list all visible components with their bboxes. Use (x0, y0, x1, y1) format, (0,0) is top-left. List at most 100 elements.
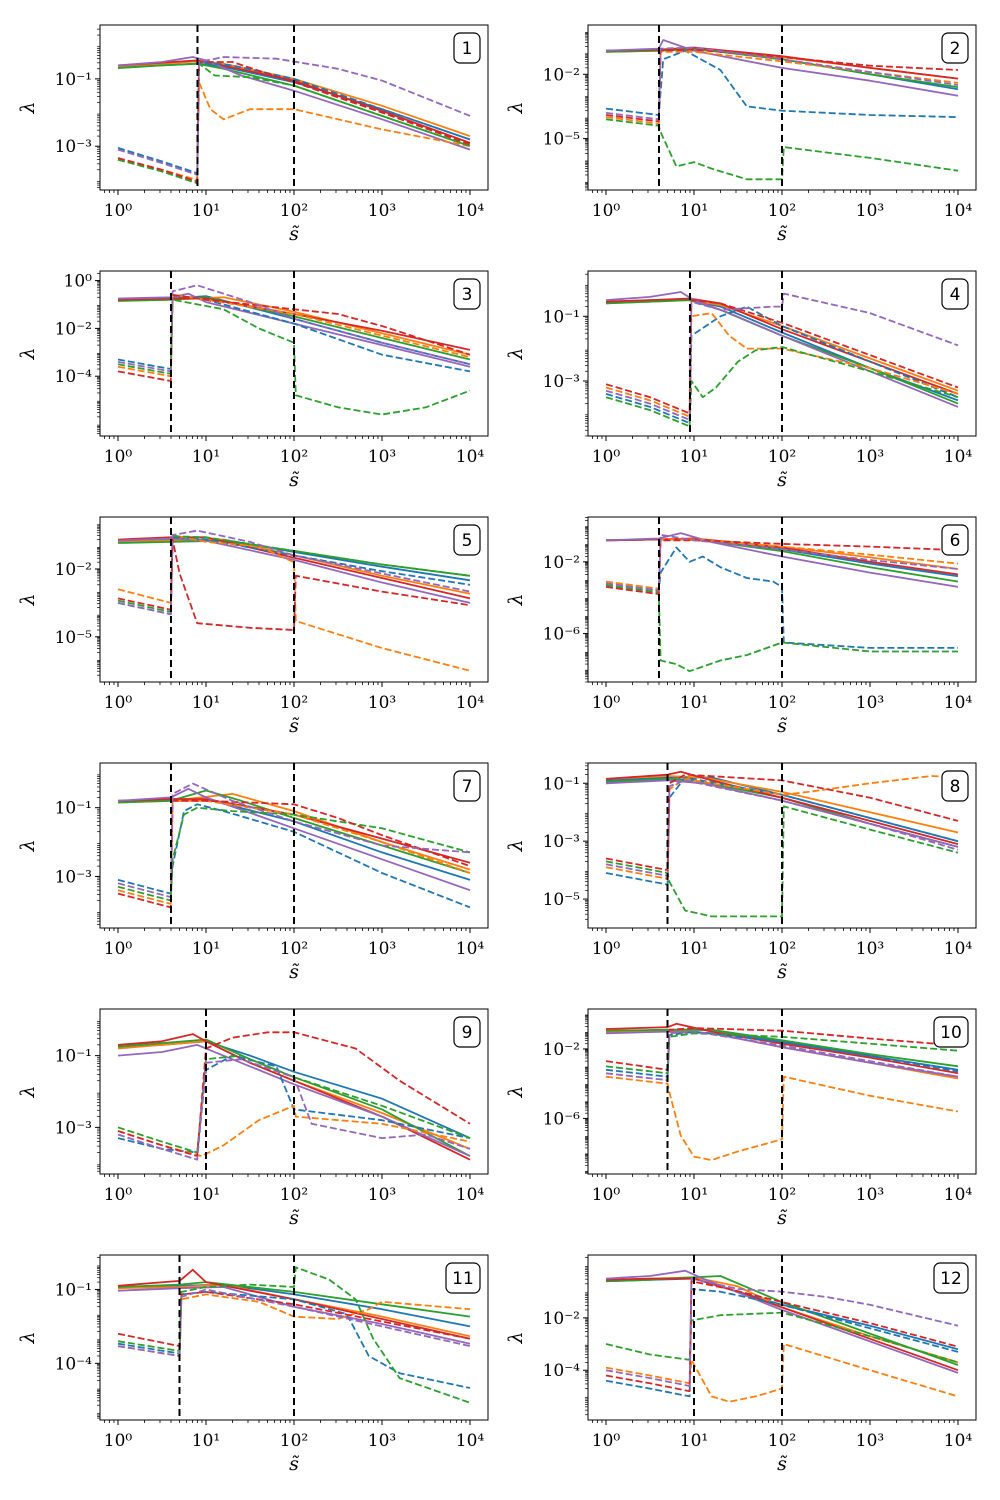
series-red-dashed-line (117, 294, 471, 382)
series-orange-dashed-line (117, 1104, 471, 1157)
x-tick-label: 10⁴ (456, 447, 485, 467)
x-axis-label: s̃ (289, 1453, 300, 1475)
x-axis-label: s̃ (777, 961, 788, 983)
x-tick-label: 10⁰ (592, 693, 621, 713)
panel-number-label: 7 (462, 777, 473, 797)
series-purple-solid-line (605, 1030, 959, 1078)
x-tick-label: 10¹ (192, 201, 220, 221)
x-axis-label: s̃ (289, 223, 300, 245)
series-orange-solid-line (605, 775, 959, 834)
x-axis-label: s̃ (777, 1207, 788, 1229)
y-tick-label: 10⁻¹ (543, 307, 580, 327)
series-purple-solid-line (605, 1269, 959, 1374)
series-green-dashed-line (117, 62, 471, 185)
x-tick-label: 10¹ (680, 1185, 708, 1205)
x-tick-label: 10² (280, 201, 308, 221)
x-tick-label: 10¹ (680, 939, 708, 959)
x-axis-label: s̃ (289, 1207, 300, 1229)
series-purple-dashed-line (117, 56, 471, 176)
series-orange-dashed-line (605, 312, 959, 418)
series-green-dashed-line (605, 1311, 959, 1364)
y-tick-label: 10⁻¹ (55, 1280, 92, 1300)
x-tick-label: 10⁰ (104, 201, 133, 221)
y-axis-label: λ (17, 1331, 39, 1344)
y-tick-label: 10⁻³ (55, 1118, 92, 1138)
series-blue-dashed-line (117, 61, 471, 175)
y-axis-label: λ (17, 101, 39, 114)
x-tick-label: 10⁴ (944, 447, 973, 467)
panel-number-label: 6 (950, 531, 961, 551)
y-tick-label: 10⁻¹ (55, 70, 92, 90)
y-axis-label: λ (17, 593, 39, 606)
x-axis-label: s̃ (289, 715, 300, 737)
x-axis-label: s̃ (289, 469, 300, 491)
x-tick-label: 10⁰ (104, 447, 133, 467)
x-tick-label: 10³ (368, 1431, 396, 1451)
x-tick-label: 10⁰ (592, 1185, 621, 1205)
y-axis-label: λ (17, 1085, 39, 1098)
x-tick-label: 10³ (368, 939, 396, 959)
y-tick-label: 10⁻² (543, 553, 580, 573)
series-purple-dashed-line (117, 284, 471, 373)
plot-area (605, 1269, 959, 1403)
y-axis-label: λ (17, 347, 39, 360)
y-axis-label: λ (505, 101, 527, 114)
y-tick-label: 10⁻⁶ (543, 625, 581, 645)
panel-number-badge (941, 32, 969, 64)
x-tick-label: 10⁰ (592, 201, 621, 221)
x-tick-label: 10⁴ (944, 1431, 973, 1451)
plot-area (117, 529, 471, 672)
x-tick-label: 10¹ (680, 201, 708, 221)
x-tick-label: 10¹ (680, 693, 708, 713)
series-red-dashed-line (117, 1031, 471, 1157)
series-orange-dashed-line (605, 1075, 959, 1161)
y-tick-label: 10⁻¹ (543, 774, 580, 794)
x-tick-label: 10³ (856, 201, 884, 221)
panel-number-badge (453, 32, 481, 64)
x-tick-label: 10³ (856, 939, 884, 959)
panel-number-label: 10 (940, 1023, 962, 1043)
series-red-solid-line (117, 1033, 471, 1161)
series-red-dashed-line (605, 1280, 959, 1393)
x-tick-label: 10⁴ (456, 1185, 485, 1205)
y-tick-label: 10⁻⁵ (55, 628, 93, 648)
panel-number-badge (941, 770, 969, 802)
series-purple-dashed-line (117, 1058, 471, 1161)
x-tick-label: 10⁰ (104, 1185, 133, 1205)
panel-number-badge (453, 278, 481, 310)
series-green-solid-line (117, 1281, 471, 1318)
series-red-dashed-line (605, 299, 959, 415)
y-axis-label: λ (17, 839, 39, 852)
y-axis-label: λ (505, 839, 527, 852)
panel-number-label: 4 (950, 285, 961, 305)
panel-10: 10⁰ 10¹ 10² 10³ 10⁴ 10⁻⁶ 10⁻² s̃ λ 10 (505, 1008, 977, 1229)
y-tick-label: 10⁻² (543, 65, 580, 85)
series-orange-dashed-line (605, 1343, 959, 1403)
x-tick-label: 10⁰ (104, 939, 133, 959)
series-green-dashed-line (605, 346, 959, 428)
series-orange-dashed-line (117, 81, 471, 181)
y-tick-label: 10⁻⁵ (543, 130, 581, 150)
series-red-solid-line (117, 536, 471, 600)
series-green-solid-line (605, 1275, 959, 1366)
series-purple-dashed-line (117, 529, 471, 616)
y-tick-label: 10⁻¹ (55, 1047, 92, 1067)
series-purple-solid-line (117, 56, 471, 151)
series-purple-dashed-line (605, 534, 959, 592)
x-tick-label: 10² (768, 939, 796, 959)
series-red-dashed-line (117, 61, 471, 183)
x-tick-label: 10⁰ (104, 1431, 133, 1451)
x-axis-label: s̃ (777, 223, 788, 245)
x-tick-label: 10² (768, 1185, 796, 1205)
x-tick-label: 10³ (856, 1431, 884, 1451)
x-tick-label: 10⁰ (592, 447, 621, 467)
series-red-dashed-line (605, 773, 959, 871)
panel-number-label: 2 (950, 39, 961, 59)
x-tick-label: 10² (768, 1431, 796, 1451)
x-axis-label: s̃ (777, 1453, 788, 1475)
x-tick-label: 10² (280, 1185, 308, 1205)
y-tick-label: 10⁻³ (543, 832, 580, 852)
panel-2: 10⁰ 10¹ 10² 10³ 10⁴ 10⁻⁵ 10⁻² s̃ λ 2 (505, 24, 977, 245)
x-tick-label: 10⁴ (456, 201, 485, 221)
